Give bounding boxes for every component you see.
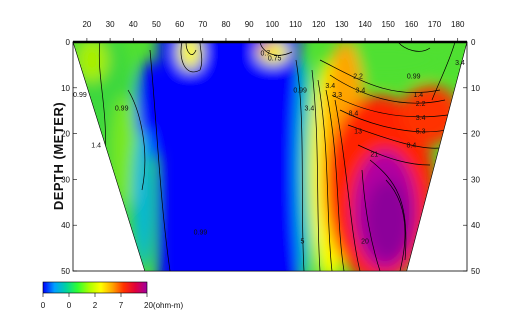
y-tick-label-right: 40 [471, 221, 480, 230]
x-tick-label: 140 [358, 20, 372, 29]
colorbar [42, 281, 148, 294]
contour-label: 3.3 [332, 92, 342, 99]
contour-label: 5 [300, 239, 304, 246]
y-tick-label-right: 0 [471, 38, 476, 47]
y-tick-label-right: 50 [471, 267, 480, 276]
contour-label: 8.4 [407, 142, 417, 149]
contour-label: 3.4 [356, 87, 366, 94]
y-tick-label-left: 30 [61, 175, 70, 184]
x-tick-label: 180 [451, 20, 465, 29]
zone-purple-core [366, 180, 410, 260]
contour-label: 2.2 [416, 101, 426, 108]
x-tick-label: 40 [129, 20, 138, 29]
x-tick-label: 80 [222, 20, 231, 29]
x-tick-label: 30 [106, 20, 115, 29]
x-tick-label: 50 [152, 20, 161, 29]
y-tick-label-left: 40 [61, 221, 70, 230]
contour-label: 0.99 [407, 74, 421, 81]
zone-conductive-blue [158, 42, 300, 271]
contour-label: 0.99 [73, 92, 87, 99]
contour-label: 0.7 [260, 51, 270, 58]
y-tick-label-left: 10 [61, 84, 70, 93]
colorbar-tick-label: 2 [93, 301, 98, 310]
x-tick-label: 110 [289, 20, 302, 29]
contour-label: 3.4 [305, 106, 315, 113]
contour-label: 1.4 [413, 92, 423, 99]
contour-label: 3.4 [455, 60, 465, 67]
x-tick-label: 150 [382, 20, 396, 29]
y-tick-label-left: 20 [61, 130, 70, 139]
contour-label: 1.4 [91, 142, 101, 149]
y-axis-label: DEPTH (METER) [51, 102, 66, 210]
contour-label: 20 [361, 239, 369, 246]
y-tick-label-right: 10 [471, 84, 480, 93]
resistivity-section [73, 42, 467, 271]
contour-label: 5.3 [416, 129, 426, 136]
contour-label: 2.2 [353, 74, 363, 81]
contour-label: 0.75 [268, 55, 282, 62]
x-tick-label: 20 [82, 20, 91, 29]
contour-label: 3.4 [416, 115, 426, 122]
x-tick-label: 120 [312, 20, 326, 29]
contour-label: 0.99 [194, 229, 208, 236]
contour-label: 0.99 [293, 87, 307, 94]
contour-label: 21 [370, 152, 378, 159]
colorbar-tick-label: 0 [67, 301, 72, 310]
colorbar-tick-label: 7 [119, 301, 124, 310]
colorbar-ticks: 0 0 2 7 [41, 293, 148, 310]
y-tick-label-left: 50 [61, 267, 70, 276]
x-tick-label: 160 [405, 20, 419, 29]
contour-label: 8.4 [349, 110, 359, 117]
x-tick-label: 90 [245, 20, 254, 29]
contour-labels: 0.99 1.4 0.99 0.99 0.70.75 0.99 3.4 3.4 3.3 2.2 3.… [73, 51, 465, 246]
contour-lines [98, 42, 456, 271]
zone-orange-top-100 [258, 42, 274, 54]
x-tick-label: 60 [175, 20, 184, 29]
colorbar-tick-label: 0 [41, 301, 46, 310]
zone-yellow-top-60 [178, 42, 202, 70]
contour-label: 13 [354, 129, 362, 136]
zone-lightblue-edge [133, 130, 153, 270]
zone-lime-left-mid [111, 95, 139, 205]
y-axis-right-ticks: 0 10 20 30 40 50 [463, 38, 480, 276]
zone-red-upper-right [400, 85, 460, 145]
x-tick-label: 100 [266, 20, 280, 29]
x-axis-top-ticks: 20 30 40 50 60 70 80 90 100 110 120 130 140 150 160 170… [82, 20, 465, 42]
colorbar-unit-label: 20(ohm-m) [144, 301, 183, 310]
y-tick-label-left: 0 [66, 38, 71, 47]
y-tick-label-right: 30 [471, 175, 480, 184]
x-tick-label: 170 [428, 20, 442, 29]
y-axis-left-ticks: 0 10 20 30 40 50 [61, 38, 77, 276]
contour-label: 0.99 [115, 106, 129, 113]
resistivity-color-fill [73, 42, 467, 271]
x-tick-label: 70 [198, 20, 207, 29]
x-tick-label: 130 [335, 20, 349, 29]
zone-yellowgreen-left [76, 42, 108, 82]
y-tick-label-right: 20 [471, 130, 480, 139]
contour-label: 3.4 [325, 83, 335, 90]
